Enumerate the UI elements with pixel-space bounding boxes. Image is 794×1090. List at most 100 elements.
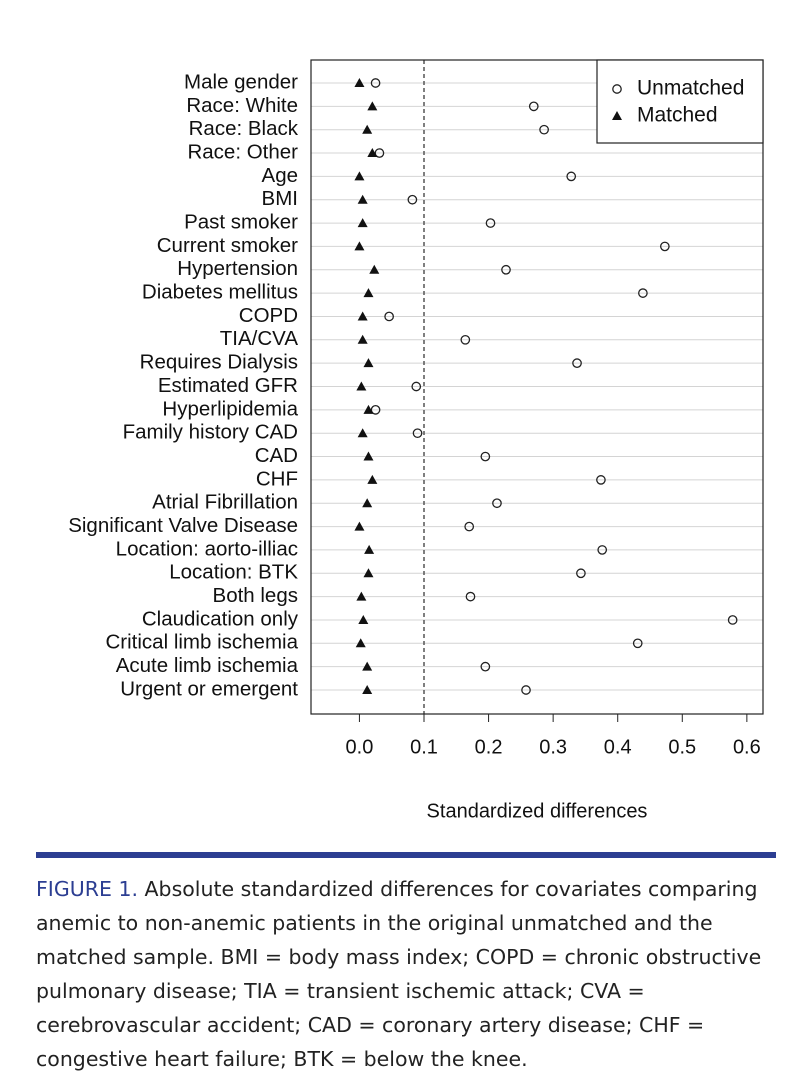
y-tick-label: TIA/CVA: [220, 327, 299, 350]
matched-point: [363, 404, 374, 414]
legend-box: [596, 59, 764, 144]
y-tick-label: CAD: [255, 444, 298, 467]
unmatched-point: [370, 78, 381, 88]
matched-point: [357, 311, 368, 321]
matched-point: [363, 451, 374, 461]
x-tick-label: 0.5: [668, 736, 696, 758]
unmatched-point: [596, 475, 606, 485]
y-tick-label: Past smoker: [184, 210, 298, 233]
y-tick-label: CHF: [256, 467, 298, 490]
matched-point: [363, 568, 374, 578]
unmatched-point: [485, 218, 496, 228]
caption-text: Absolute standardized differences for co…: [36, 877, 762, 1071]
y-tick-label: Acute limb ischemia: [116, 654, 299, 677]
x-tick-label: 0.0: [346, 736, 374, 758]
unmatched-point: [660, 241, 670, 252]
matched-point: [369, 264, 380, 274]
unmatched-point: [638, 288, 648, 298]
y-tick-label: Critical limb ischemia: [105, 631, 298, 654]
matched-point: [354, 78, 365, 87]
matched-point: [362, 685, 373, 694]
x-axis-label: Standardized differences: [427, 800, 648, 822]
y-tick-label: Significant Valve Disease: [68, 514, 298, 537]
y-tick-label: Location: aorto-illiac: [116, 537, 298, 560]
matched-point: [367, 148, 378, 158]
unmatched-point: [464, 521, 475, 532]
unmatched-point: [460, 334, 471, 345]
y-tick-label: Current smoker: [157, 234, 298, 257]
matched-point: [357, 194, 368, 204]
unmatched-point: [566, 171, 577, 182]
legend-label: Unmatched: [637, 77, 744, 100]
legend-marker: [612, 84, 622, 94]
y-tick-label: COPD: [239, 304, 298, 327]
unmatched-point: [480, 661, 491, 672]
matched-point: [367, 474, 378, 484]
legend-label: Matched: [637, 104, 718, 127]
unmatched-point: [539, 124, 549, 135]
unmatched-point: [521, 685, 531, 695]
matched-point: [358, 614, 369, 624]
y-tick-label: Hyperlipidemia: [162, 397, 298, 420]
y-tick-label: BMI: [262, 187, 298, 210]
y-tick-label: Atrial Fibrillation: [152, 491, 298, 514]
unmatched-point: [492, 498, 502, 509]
matched-point: [363, 358, 374, 368]
unmatched-point: [528, 101, 539, 112]
unmatched-point: [374, 148, 385, 158]
matched-point: [357, 428, 368, 438]
y-tick-label: Location: BTK: [169, 561, 298, 584]
unmatched-point: [370, 404, 381, 415]
unmatched-point: [412, 428, 423, 439]
unmatched-point: [465, 591, 476, 602]
unmatched-point: [480, 451, 491, 462]
matched-point: [355, 638, 366, 648]
x-tick-label: 0.6: [733, 736, 761, 758]
unmatched-point: [411, 381, 422, 392]
matched-point: [354, 241, 365, 251]
unmatched-point: [727, 615, 738, 625]
unmatched-point: [632, 638, 643, 649]
unmatched-point: [597, 545, 608, 555]
matched-point: [357, 218, 368, 228]
y-tick-label: Race: Black: [189, 117, 299, 140]
matched-point: [356, 381, 367, 391]
y-tick-label: Diabetes mellitus: [142, 281, 298, 304]
x-tick-label: 0.4: [604, 736, 632, 758]
y-tick-label: Urgent or emergent: [120, 677, 298, 700]
caption-label: FIGURE 1.: [36, 877, 138, 901]
y-tick-label: Race: White: [186, 94, 298, 117]
divider: [36, 852, 776, 858]
y-tick-label: Race: Other: [187, 140, 298, 163]
x-tick-label: 0.2: [475, 736, 503, 758]
unmatched-point: [576, 568, 586, 579]
x-tick-label: 0.1: [410, 736, 438, 758]
figure-caption: FIGURE 1. Absolute standardized differen…: [36, 872, 778, 1076]
matched-point: [367, 101, 378, 111]
y-tick-label: Family history CAD: [123, 421, 298, 444]
y-tick-label: Requires Dialysis: [140, 351, 298, 374]
y-tick-label: Estimated GFR: [158, 374, 298, 397]
matched-point: [354, 521, 365, 531]
matched-point: [357, 334, 368, 344]
matched-point: [356, 591, 367, 601]
unmatched-point: [384, 311, 394, 322]
matched-point: [362, 124, 373, 134]
y-tick-label: Hypertension: [177, 257, 298, 280]
matched-point: [362, 498, 373, 508]
y-tick-label: Male gender: [184, 70, 298, 93]
matched-point: [354, 171, 365, 181]
unmatched-point: [407, 194, 418, 205]
y-tick-label: Both legs: [213, 584, 298, 607]
y-tick-label: Age: [262, 164, 298, 187]
matched-point: [363, 288, 374, 298]
legend-marker: [612, 111, 622, 120]
matched-point: [364, 544, 375, 554]
plot-frame: [310, 59, 764, 715]
y-tick-label: Claudication only: [142, 607, 299, 630]
chart: 0.0 0.1 0.2 0.3 0.4 0.5 0.6 Standardized differ…: [68, 59, 764, 822]
unmatched-point: [572, 358, 582, 369]
x-tick-label: 0.3: [539, 736, 567, 758]
unmatched-point: [501, 264, 511, 275]
